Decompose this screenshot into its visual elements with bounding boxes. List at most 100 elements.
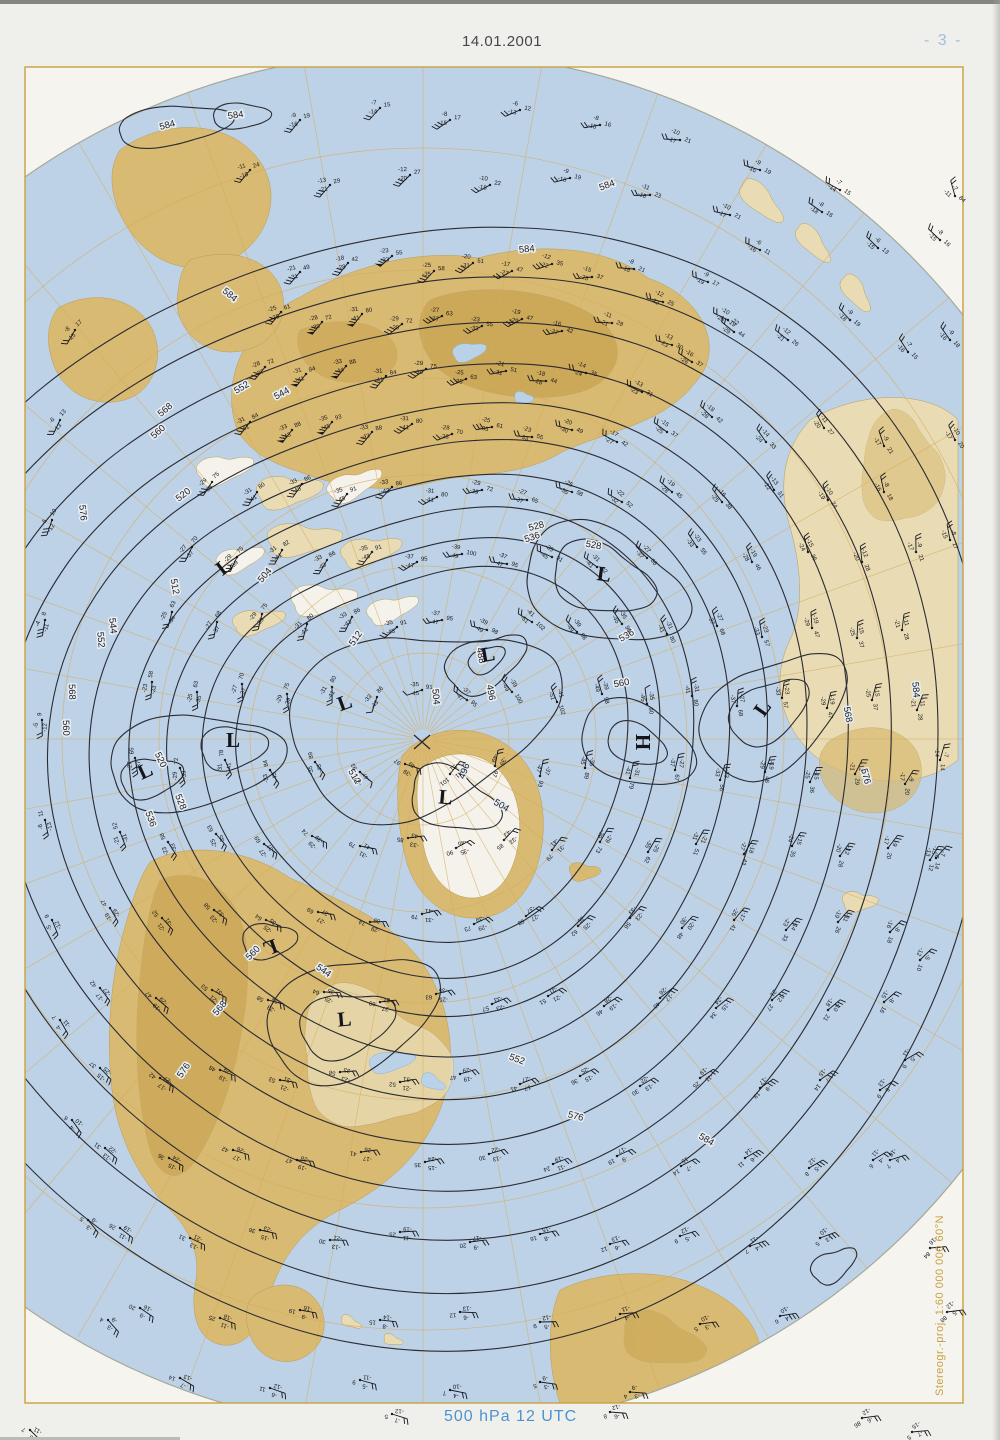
station-plot: -510 -12 <box>40 508 59 537</box>
wind-barb-icon <box>488 555 508 565</box>
wind-barb-icon <box>659 475 673 493</box>
svg-text:80: 80 <box>416 419 424 425</box>
svg-text:-25: -25 <box>267 305 278 314</box>
svg-text:-28: -28 <box>740 552 750 563</box>
chart-date: 14.01.2001 <box>462 33 543 50</box>
station-plot: -75 -15 <box>905 1420 932 1440</box>
svg-text:-23: -23 <box>658 340 669 350</box>
svg-text:28: 28 <box>916 714 922 722</box>
svg-text:36: 36 <box>157 1151 166 1160</box>
low-center: L <box>226 728 240 752</box>
svg-text:-9: -9 <box>139 1311 147 1319</box>
svg-text:-6: -6 <box>932 852 939 859</box>
svg-text:-12: -12 <box>541 1313 551 1321</box>
svg-text:40: 40 <box>651 1000 660 1009</box>
svg-text:-39: -39 <box>256 616 266 627</box>
station-plot: -12 28-20 <box>851 542 871 573</box>
wind-barb-icon <box>449 761 466 775</box>
wind-barb-icon <box>508 493 528 501</box>
svg-text:-5: -5 <box>28 1433 36 1440</box>
svg-text:-37: -37 <box>212 625 222 636</box>
station-plot: -33 86-43 <box>313 550 337 575</box>
station-plot: -12 27 -20 <box>392 167 421 187</box>
station-plot: -33 88 -44 <box>330 359 357 379</box>
svg-text:-18: -18 <box>747 844 756 855</box>
svg-text:85: 85 <box>396 835 404 842</box>
svg-text:49: 49 <box>575 427 584 436</box>
svg-text:-33: -33 <box>492 994 503 1002</box>
svg-text:5: 5 <box>384 1413 388 1419</box>
svg-text:-19: -19 <box>123 1223 134 1233</box>
svg-text:28: 28 <box>615 320 624 328</box>
station-plot: -22 52 -32 <box>607 487 634 510</box>
svg-text:-28: -28 <box>300 1154 311 1162</box>
svg-text:-43: -43 <box>501 827 512 838</box>
svg-text:80: 80 <box>365 307 373 314</box>
svg-text:42: 42 <box>148 1070 157 1079</box>
svg-text:34: 34 <box>708 1010 717 1019</box>
svg-text:-33: -33 <box>409 840 419 847</box>
svg-text:26: 26 <box>790 339 799 348</box>
wind-barb-icon <box>473 916 494 925</box>
svg-text:-31: -31 <box>292 367 303 376</box>
svg-text:21: 21 <box>637 266 646 274</box>
svg-text:-41: -41 <box>295 376 306 385</box>
svg-text:86: 86 <box>395 481 403 488</box>
station-plot: -35 90-45 <box>610 605 632 634</box>
station-plot: -37 95 -47 <box>453 684 478 709</box>
wind-barb-icon <box>779 1312 800 1320</box>
wind-barb-icon <box>237 683 244 704</box>
wind-barb-icon <box>889 920 908 933</box>
svg-text:-31: -31 <box>349 306 359 313</box>
svg-text:-31: -31 <box>122 832 130 843</box>
wind-barb-icon <box>119 831 127 852</box>
svg-text:-41: -41 <box>425 497 435 504</box>
station-plot: -919 -17 <box>751 1075 779 1099</box>
svg-text:72: 72 <box>406 318 414 324</box>
station-plot: -33 88 -43 <box>356 424 383 445</box>
svg-text:-31: -31 <box>358 849 369 859</box>
svg-text:-32: -32 <box>609 495 620 506</box>
svg-text:-14: -14 <box>760 428 771 439</box>
station-plot: -919 -16 <box>743 159 772 177</box>
svg-text:5: 5 <box>905 1433 912 1440</box>
wind-barb-icon <box>603 996 623 1007</box>
wind-barb-icon <box>825 176 841 191</box>
svg-text:-14: -14 <box>368 109 378 116</box>
svg-text:-47: -47 <box>405 563 415 569</box>
svg-text:-17: -17 <box>757 1075 768 1086</box>
svg-text:-31: -31 <box>214 986 225 997</box>
svg-text:61: 61 <box>496 423 504 430</box>
svg-text:102: 102 <box>557 705 566 717</box>
svg-text:-37: -37 <box>354 775 364 786</box>
svg-text:-15: -15 <box>541 1225 551 1233</box>
svg-text:-15: -15 <box>167 1161 178 1171</box>
svg-text:16: 16 <box>825 210 834 219</box>
wind-barb-icon <box>383 323 403 335</box>
svg-text:11: 11 <box>258 1385 266 1392</box>
svg-text:36: 36 <box>809 553 818 562</box>
svg-text:-37: -37 <box>634 550 645 561</box>
station-plot: -31 78-41 <box>217 749 233 780</box>
svg-text:20: 20 <box>459 1241 467 1248</box>
svg-text:-20: -20 <box>562 418 573 427</box>
wind-barb-icon <box>449 1389 468 1400</box>
station-plot: -9 18 -16 <box>937 321 961 350</box>
svg-text:-6: -6 <box>38 823 45 830</box>
station-plot: -46 -11 <box>867 1147 892 1169</box>
svg-text:86: 86 <box>852 1419 861 1428</box>
svg-text:-39: -39 <box>498 756 507 767</box>
svg-text:12: 12 <box>599 1244 608 1252</box>
station-plot: -39 100 -49 <box>442 544 477 560</box>
svg-text:-25: -25 <box>160 610 170 621</box>
svg-text:-35: -35 <box>319 415 330 423</box>
wind-barb-icon <box>446 378 467 386</box>
svg-text:-35: -35 <box>333 487 344 495</box>
svg-text:15: 15 <box>843 188 852 197</box>
